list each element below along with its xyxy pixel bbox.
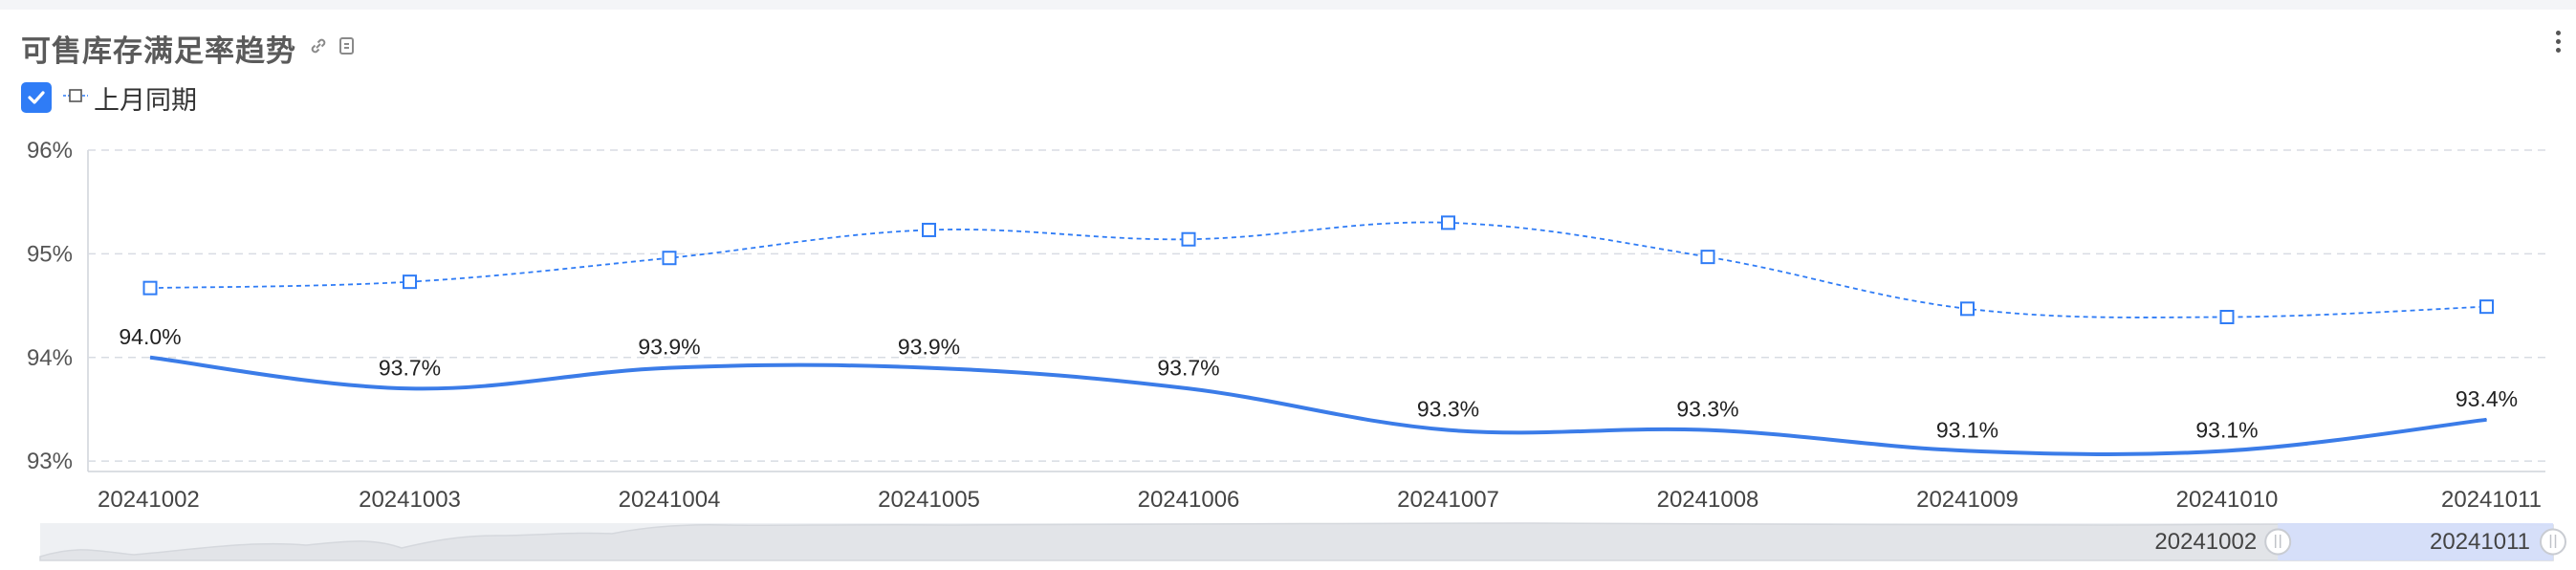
checkmark-icon [28,91,45,104]
series-compare-point [1181,231,1196,247]
series-compare-point [1441,215,1455,230]
x-tick-label: 20241002 [98,487,200,513]
datazoom-selected-range[interactable] [2278,523,2553,560]
datazoom-start-handle[interactable] [2264,528,2292,556]
x-tick-label: 20241004 [619,487,721,513]
series-compare-point [922,222,936,237]
datazoom-start-label: 20241002 [2154,529,2257,555]
x-tick-label: 20241010 [2176,487,2279,513]
series-primary-point [1967,449,1968,451]
x-tick-label: 20241005 [878,487,980,513]
data-label: 93.3% [1417,397,1479,422]
data-label: 93.3% [1676,397,1738,422]
series-compare-point [2219,310,2235,325]
legend-marker-icon [63,86,88,110]
y-tick-label: 93% [27,449,73,474]
datazoom-end-handle[interactable] [2540,528,2566,556]
x-tick-label: 20241006 [1138,487,1240,513]
series-primary-point [1448,429,1449,431]
x-tick-label: 20241008 [1657,487,1759,513]
data-label: 93.9% [638,335,700,360]
series-compare-point [1700,250,1715,265]
series-primary-point [1707,429,1709,431]
series-compare-line [149,221,2487,318]
data-label: 93.7% [1157,355,1219,380]
series-primary-point [409,387,410,389]
x-tick-label: 20241011 [2441,487,2542,513]
data-label: 93.1% [2195,417,2258,442]
data-label: 93.1% [1936,417,1998,442]
data-label: 94.0% [119,324,181,349]
series-primary-point [149,357,151,359]
series-primary-point [2226,449,2228,451]
series-primary-point [2486,419,2487,421]
copy-icon[interactable] [337,35,358,61]
series-compare-point [142,280,158,296]
series-primary-line [149,355,2487,457]
more-vertical-icon[interactable] [2551,27,2565,65]
legend-checkbox[interactable] [21,82,52,113]
series-primary-point [668,367,670,369]
chart-header: 可售库存满足率趋势 [21,19,358,77]
legend-label[interactable]: 上月同期 [94,85,197,115]
data-label: 93.7% [379,355,441,380]
series-primary-point [1188,387,1190,389]
legend: 上月同期 [21,78,197,117]
y-tick-label: 95% [27,241,73,267]
datazoom-sparkline [39,522,2554,561]
chart-title: 可售库存满足率趋势 [21,33,296,68]
x-tick-label: 20241003 [359,487,461,513]
y-tick-label: 94% [27,345,73,371]
series-compare-point [1960,301,1975,317]
chart-card [0,10,2576,570]
x-tick-label: 20241007 [1397,487,1499,513]
series-compare-point [662,251,677,266]
series-primary-point [928,367,929,369]
y-tick-label: 96% [27,138,73,164]
data-label: 93.9% [898,335,960,360]
series-compare-point [403,274,417,290]
series-compare-point [2479,299,2494,315]
x-tick-label: 20241009 [1916,487,2019,513]
data-label: 93.4% [2456,386,2518,411]
datazoom-end-label: 20241011 [2430,529,2530,555]
link-icon[interactable] [308,35,329,61]
